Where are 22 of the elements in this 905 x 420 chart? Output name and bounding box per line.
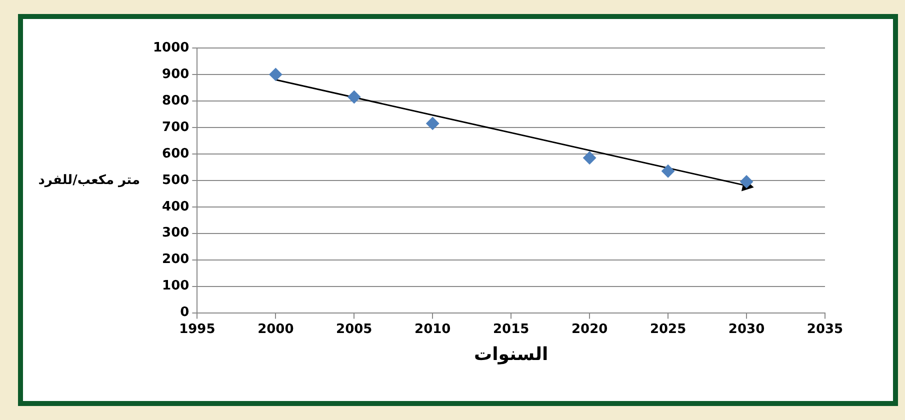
y-tick-label: 400 — [162, 199, 190, 214]
y-tick-label: 900 — [162, 66, 190, 82]
y-tick-label: 0 — [180, 305, 190, 320]
y-tick-label: 300 — [162, 226, 190, 241]
x-tick-label: 1995 — [179, 322, 216, 337]
x-tick-label: 2020 — [571, 322, 608, 337]
x-tick-label: 2030 — [728, 322, 765, 337]
x-tick-label: 2005 — [336, 322, 372, 337]
y-tick-label: 100 — [162, 278, 190, 294]
y-tick-label: 500 — [162, 172, 190, 188]
y-tick-label: 600 — [162, 146, 190, 162]
y-tick-label: 1000 — [152, 40, 190, 56]
x-tick-label: 2015 — [492, 322, 530, 337]
x-tick-label: 2025 — [650, 322, 686, 337]
x-tick-label: 2035 — [806, 322, 844, 337]
y-tick-label: 800 — [162, 93, 190, 108]
x-tick-label: 2010 — [414, 322, 451, 337]
y-tick-label: 200 — [162, 252, 190, 268]
x-axis-title: السنوات — [474, 344, 548, 365]
y-axis-title: متر مكعب/للفرد — [38, 172, 140, 188]
y-tick-label: 700 — [162, 120, 190, 135]
x-tick-label: 2000 — [258, 322, 294, 337]
